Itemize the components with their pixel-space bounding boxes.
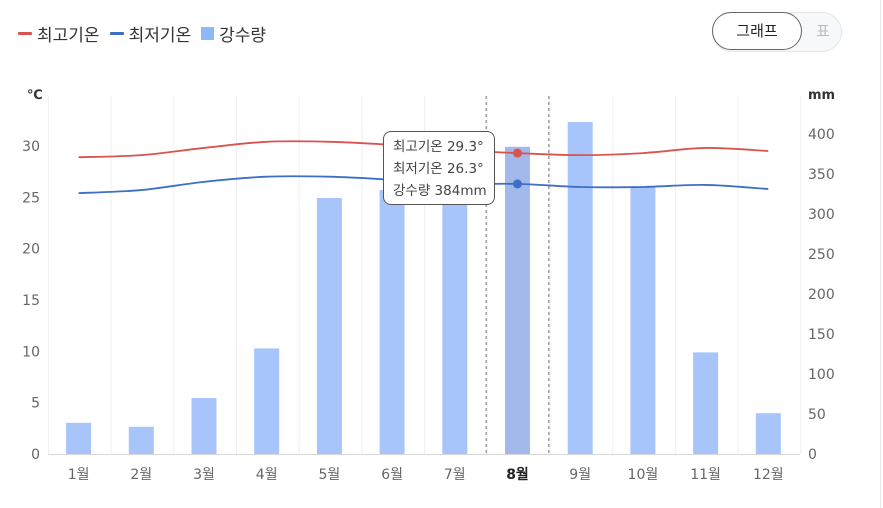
- x-tick-label-6: 6월: [381, 467, 403, 483]
- legend-label-precip: 강수량: [219, 25, 267, 46]
- y-right-tick-label: 0: [808, 447, 817, 463]
- y-left-tick-label: 30: [22, 139, 40, 155]
- max-temp-point-selected: [513, 148, 522, 158]
- panel-border: [880, 0, 881, 508]
- y-left-tick-label: 10: [22, 344, 40, 360]
- y-right-tick-label: 350: [808, 167, 835, 183]
- precip-bar-10: [630, 187, 656, 454]
- y-right-tick-label: 400: [808, 127, 835, 143]
- y-right-axis-label: mm: [808, 88, 835, 103]
- legend-item-max-temp[interactable]: 최고기온: [18, 21, 100, 46]
- x-tick-label-1: 1월: [68, 467, 90, 483]
- y-left-tick-label: 20: [22, 242, 40, 258]
- precip-bar-9: [567, 122, 593, 454]
- y-right-tick-label: 200: [808, 287, 835, 303]
- y-right-tick-label: 100: [808, 367, 835, 383]
- tooltip-precip: 강수량 384mm: [393, 183, 487, 199]
- y-right-tick-label: 50: [808, 407, 826, 423]
- x-tick-label-10: 10월: [628, 467, 659, 483]
- precip-bar-4: [254, 348, 280, 454]
- precip-bar-6: [379, 190, 405, 454]
- view-toggle: 그래프 표: [712, 12, 842, 52]
- tooltip-max-temp: 최고기온 29.3°: [393, 139, 484, 155]
- precip-bar-12: [755, 413, 781, 454]
- x-tick-label-12: 12월: [753, 467, 784, 483]
- x-tick-label-5: 5월: [319, 467, 341, 483]
- graph-view-button[interactable]: 그래프: [712, 12, 802, 50]
- legend-label-max-temp: 최고기온: [37, 25, 100, 46]
- chart-legend: 최고기온 최저기온 강수량: [18, 21, 276, 46]
- x-tick-label-7: 7월: [444, 467, 466, 483]
- x-tick-label-2: 2월: [130, 467, 152, 483]
- y-right-tick-label: 300: [808, 207, 835, 223]
- legend-item-precip[interactable]: 강수량: [201, 21, 266, 46]
- precip-bar-3: [191, 398, 217, 454]
- precip-bar-7: [442, 186, 468, 454]
- y-left-axis-label: ℃: [27, 88, 43, 103]
- y-right-tick-label: 250: [808, 247, 835, 263]
- precip-bar-11: [693, 352, 719, 454]
- precip-bar-1: [66, 422, 92, 454]
- x-tick-label-3: 3월: [193, 467, 215, 483]
- legend-swatch-max-temp: [18, 31, 32, 35]
- legend-item-min-temp[interactable]: 최저기온: [109, 21, 192, 46]
- legend-swatch-min-temp: [109, 31, 124, 35]
- legend-swatch-precip: [201, 26, 215, 40]
- y-right-tick-label: 150: [808, 327, 835, 343]
- chart-tooltip: 최고기온 29.3° 최저기온 26.3° 강수량 384mm: [383, 131, 495, 205]
- precip-bar-5: [316, 198, 342, 454]
- y-left-tick-label: 0: [31, 447, 40, 463]
- table-view-button[interactable]: 표: [816, 22, 830, 40]
- x-tick-label-11: 11월: [690, 467, 721, 483]
- x-tick-label-8: 8월: [506, 466, 529, 483]
- x-tick-label-4: 4월: [256, 467, 278, 483]
- y-left-tick-label: 5: [31, 396, 40, 412]
- y-left-tick-label: 15: [22, 293, 40, 309]
- tooltip-min-temp: 최저기온 26.3°: [393, 161, 484, 177]
- min-temp-point-selected: [513, 179, 522, 189]
- precip-bar-2: [128, 426, 154, 454]
- y-left-tick-label: 25: [22, 190, 40, 206]
- x-tick-label-9: 9월: [569, 467, 591, 483]
- legend-label-min-temp: 최저기온: [128, 25, 192, 46]
- precip-bar-8: [505, 146, 530, 455]
